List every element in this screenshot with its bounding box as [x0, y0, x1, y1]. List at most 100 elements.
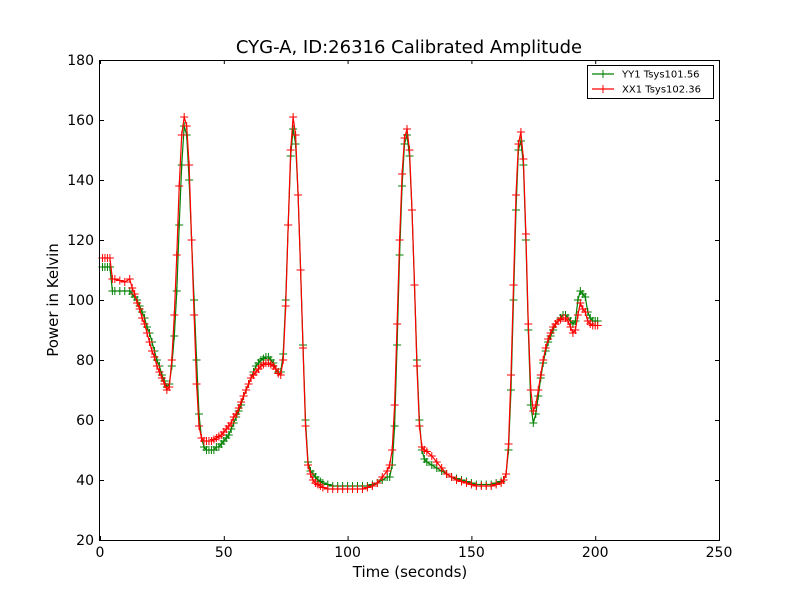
- data-point: [368, 482, 377, 490]
- data-point: [388, 446, 397, 454]
- data-point: [358, 485, 367, 493]
- data-point: [105, 263, 114, 271]
- data-point: [385, 461, 394, 469]
- data-point: [147, 347, 156, 355]
- data-point: [143, 329, 152, 337]
- data-point: [167, 356, 176, 364]
- data-point: [576, 299, 585, 307]
- x-tick-label: 50: [215, 545, 233, 561]
- data-point: [242, 386, 251, 394]
- legend-label: YY1 Tsys101.56: [621, 70, 700, 81]
- data-point: [182, 122, 191, 130]
- data-point: [190, 311, 199, 319]
- y-tick-label: 160: [67, 113, 94, 129]
- data-point: [289, 125, 298, 133]
- data-point: [180, 113, 189, 121]
- data-point: [291, 131, 300, 139]
- data-point: [175, 182, 184, 190]
- data-point: [546, 329, 555, 337]
- data-point: [383, 467, 392, 475]
- data-point: [529, 419, 538, 427]
- legend-label: XX1 Tsys102.36: [622, 85, 701, 96]
- data-point: [529, 407, 538, 415]
- data-point: [452, 476, 461, 484]
- data-point: [177, 161, 186, 169]
- data-point: [227, 419, 236, 427]
- data-point: [120, 278, 129, 286]
- data-point: [504, 440, 513, 448]
- data-point: [244, 380, 253, 388]
- data-point: [541, 344, 550, 352]
- data-point: [284, 221, 293, 229]
- y-tick-label: 140: [67, 173, 94, 189]
- data-point: [447, 473, 456, 481]
- data-point: [150, 353, 159, 361]
- data-point: [306, 470, 315, 478]
- data-point: [296, 266, 305, 274]
- data-point: [281, 302, 290, 310]
- data-point: [403, 125, 412, 133]
- data-point: [531, 401, 540, 409]
- data-point: [115, 276, 124, 285]
- x-tick-label: 100: [334, 545, 361, 561]
- data-point: [407, 206, 416, 214]
- data-point: [573, 311, 582, 319]
- y-tick-label: 20: [76, 533, 94, 549]
- data-point: [405, 146, 414, 154]
- data-point: [571, 326, 580, 334]
- data-point: [170, 311, 179, 319]
- data-point: [534, 386, 543, 394]
- data-point: [294, 191, 303, 199]
- data-point: [170, 332, 179, 340]
- data-point: [110, 275, 119, 283]
- data-point: [152, 362, 161, 370]
- data-point: [422, 447, 431, 456]
- data-point: [415, 422, 424, 430]
- x-axis: 0 50 100 150 200 250: [96, 60, 732, 561]
- data-point: [135, 305, 144, 313]
- data-point: [232, 410, 241, 418]
- data-point: [276, 371, 285, 379]
- legend-box: [587, 65, 714, 99]
- data-point: [378, 473, 387, 481]
- data-point: [442, 470, 451, 478]
- data-point: [138, 314, 147, 322]
- data-point: [544, 335, 553, 343]
- x-axis-label: Time (seconds): [352, 563, 468, 581]
- data-point: [157, 374, 166, 382]
- data-point: [390, 422, 399, 430]
- data-point: [130, 290, 139, 298]
- series-line-1: [102, 125, 598, 487]
- x-tick-label: 200: [582, 545, 609, 561]
- data-point: [393, 320, 402, 328]
- data-point: [526, 386, 535, 394]
- data-point: [395, 236, 404, 244]
- data-point: [509, 281, 518, 289]
- data-point: [271, 365, 280, 373]
- data-point: [363, 483, 372, 492]
- data-point: [492, 480, 501, 489]
- y-tick-label: 120: [67, 233, 94, 249]
- data-point: [507, 371, 516, 379]
- plot-frame: [99, 60, 720, 541]
- data-point: [427, 452, 436, 460]
- data-point: [160, 380, 169, 388]
- data-point: [566, 323, 575, 331]
- data-point: [412, 362, 421, 370]
- data-point: [521, 230, 530, 238]
- data-point: [145, 338, 154, 346]
- data-point: [519, 155, 528, 163]
- data-point: [318, 483, 327, 492]
- data-point: [422, 458, 431, 466]
- data-point: [192, 356, 201, 364]
- data-point: [303, 461, 312, 469]
- data-point: [511, 191, 520, 199]
- data-point: [192, 380, 201, 388]
- series-markers-2: [98, 113, 602, 493]
- x-tick-label: 150: [458, 545, 485, 561]
- data-point: [400, 134, 409, 142]
- data-point: [128, 284, 137, 292]
- data-point: [185, 161, 194, 169]
- legend: YY1 Tsys101.56 XX1 Tsys102.36: [587, 65, 714, 99]
- legend-entry-2: XX1 Tsys102.36: [592, 85, 701, 96]
